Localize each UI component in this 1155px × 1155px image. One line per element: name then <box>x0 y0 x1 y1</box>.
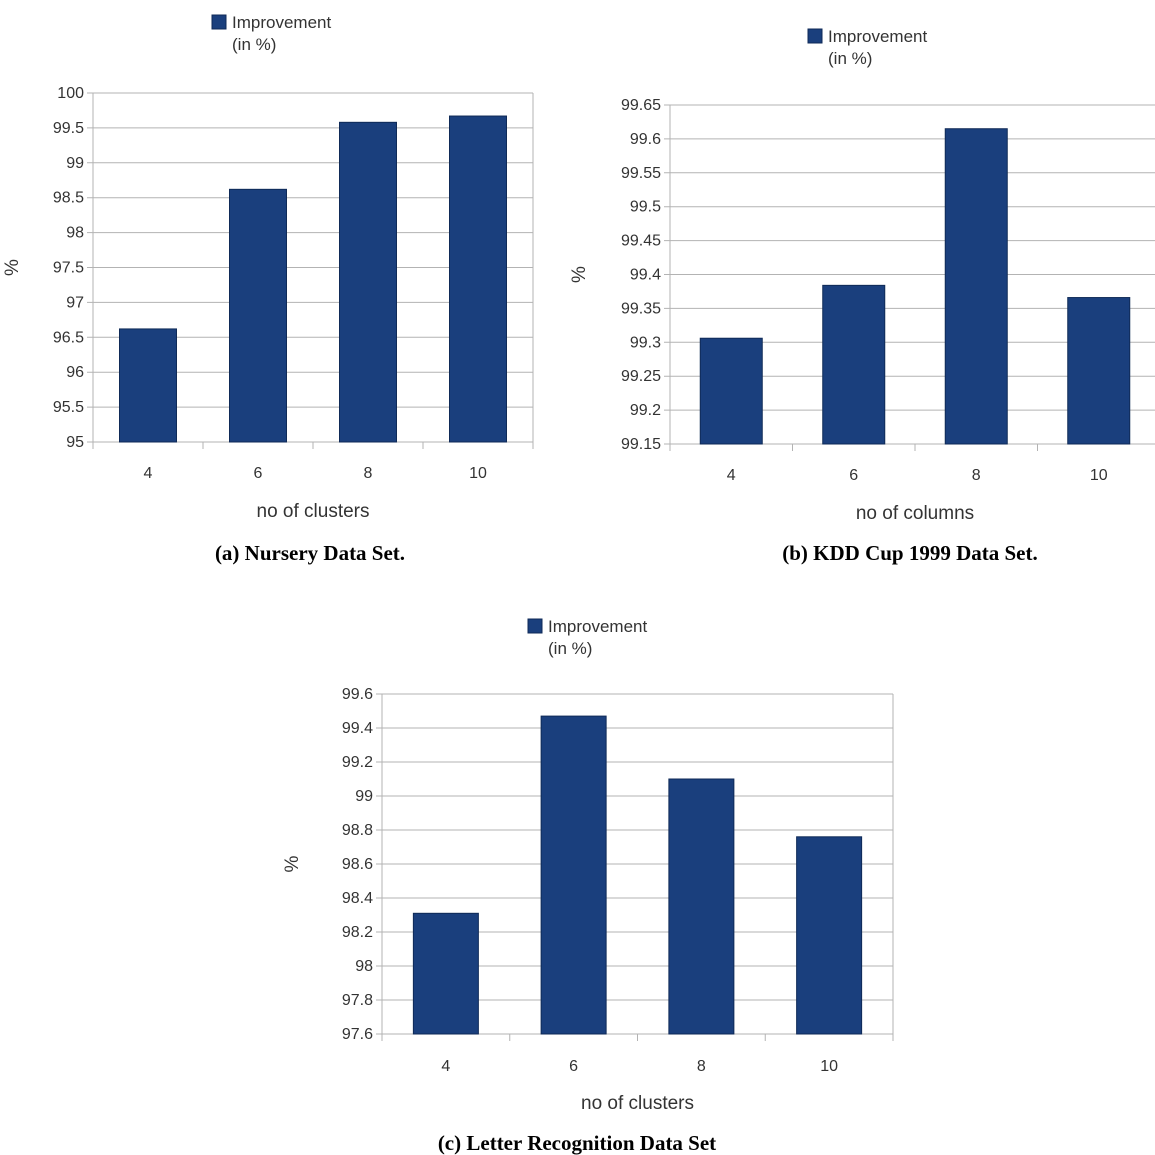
chart-letter-recognition: 97.6 97.8 98 98.2 98.4 98.6 98.8 99 99.2 99.4 99.6… <box>282 617 894 1155</box>
y-tick-label: 95 <box>66 434 84 451</box>
x-tick-label: 8 <box>697 1058 706 1075</box>
x-axis-title: no of clusters <box>581 1093 694 1114</box>
x-tick-label: 4 <box>727 467 736 484</box>
legend-sublabel: (in %) <box>828 49 872 68</box>
y-tick-label: 99.45 <box>621 233 661 250</box>
x-axis-title: no of clusters <box>257 501 370 522</box>
bar <box>822 284 886 445</box>
legend-sublabel: (in %) <box>232 35 276 54</box>
chart-nursery: 95 95.5 96 96.5 97 97.5 98 98.5 99 99.5 100 4 6 8 10 no… <box>2 13 534 565</box>
bar <box>699 337 763 445</box>
y-tick-label: 98 <box>355 958 373 975</box>
bar <box>796 836 863 1035</box>
legend-sublabel: (in %) <box>548 639 592 658</box>
x-tick-label: 6 <box>254 465 263 482</box>
y-tick-label: 99.4 <box>342 720 373 737</box>
x-axis-title: no of columns <box>856 503 974 524</box>
y-tick-label: 99.5 <box>53 120 84 137</box>
x-tick-label: 10 <box>1090 467 1108 484</box>
y-tick-label: 99.5 <box>630 199 661 216</box>
legend-label: Improvement <box>232 13 331 32</box>
x-tick-label: 10 <box>820 1058 838 1075</box>
y-tick-label: 99.2 <box>342 754 373 771</box>
y-tick-label: 97.5 <box>53 260 84 277</box>
x-tick-label: 6 <box>849 467 858 484</box>
bar <box>412 912 479 1035</box>
y-tick-label: 95.5 <box>53 399 84 416</box>
y-tick-label: 99.25 <box>621 368 661 385</box>
y-tick-label: 98 <box>66 225 84 242</box>
y-tick-label: 96 <box>66 364 84 381</box>
y-tick-label: 98.2 <box>342 924 373 941</box>
y-tick-label: 98.5 <box>53 190 84 207</box>
figure-caption: (a) Nursery Data Set. <box>215 541 405 565</box>
x-tick-label: 6 <box>569 1058 578 1075</box>
y-tick-label: 98.4 <box>342 890 373 907</box>
y-tick-label: 98.6 <box>342 856 373 873</box>
bar <box>119 328 177 443</box>
y-tick-label: 99 <box>355 788 373 805</box>
bar <box>944 128 1008 445</box>
x-tick-label: 8 <box>364 465 373 482</box>
y-tick-label: 99.3 <box>630 334 661 351</box>
bar <box>449 115 507 443</box>
y-tick-label: 96.5 <box>53 329 84 346</box>
y-tick-label: 99.4 <box>630 267 661 284</box>
bar <box>339 121 397 443</box>
y-tick-label: 99.2 <box>630 402 661 419</box>
y-axis-title: % <box>282 855 303 872</box>
legend-label: Improvement <box>828 27 927 46</box>
y-tick-label: 99 <box>66 155 84 172</box>
y-tick-label: 98.8 <box>342 822 373 839</box>
bar <box>229 188 287 443</box>
x-tick-label: 8 <box>972 467 981 484</box>
chart-kdd-cup: 99.15 99.2 99.25 99.3 99.35 99.4 99.45 99.5 99.5… <box>569 27 1155 565</box>
y-tick-label: 99.15 <box>621 436 661 453</box>
y-tick-label: 97.8 <box>342 992 373 1009</box>
figure-caption: (b) KDD Cup 1999 Data Set. <box>782 541 1038 565</box>
x-tick-label: 4 <box>441 1058 450 1075</box>
y-tick-label: 99.35 <box>621 300 661 317</box>
legend-label: Improvement <box>548 617 647 636</box>
y-tick-label: 99.55 <box>621 165 661 182</box>
y-tick-label: 99.6 <box>630 131 661 148</box>
bar <box>540 715 607 1035</box>
y-tick-label: 97 <box>66 294 84 311</box>
bar <box>668 778 735 1035</box>
bar <box>1067 297 1131 445</box>
y-tick-label: 97.6 <box>342 1026 373 1043</box>
legend-swatch <box>211 14 227 30</box>
x-tick-label: 4 <box>144 465 153 482</box>
x-tick-label: 10 <box>469 465 487 482</box>
y-axis-title: % <box>569 266 590 283</box>
y-tick-label: 99.6 <box>342 686 373 703</box>
figure-caption: (c) Letter Recognition Data Set <box>438 1131 716 1155</box>
y-tick-label: 99.65 <box>621 97 661 114</box>
legend-swatch <box>807 28 823 44</box>
y-axis-title: % <box>2 259 23 276</box>
legend-swatch <box>527 618 543 634</box>
y-tick-label: 100 <box>57 85 84 102</box>
